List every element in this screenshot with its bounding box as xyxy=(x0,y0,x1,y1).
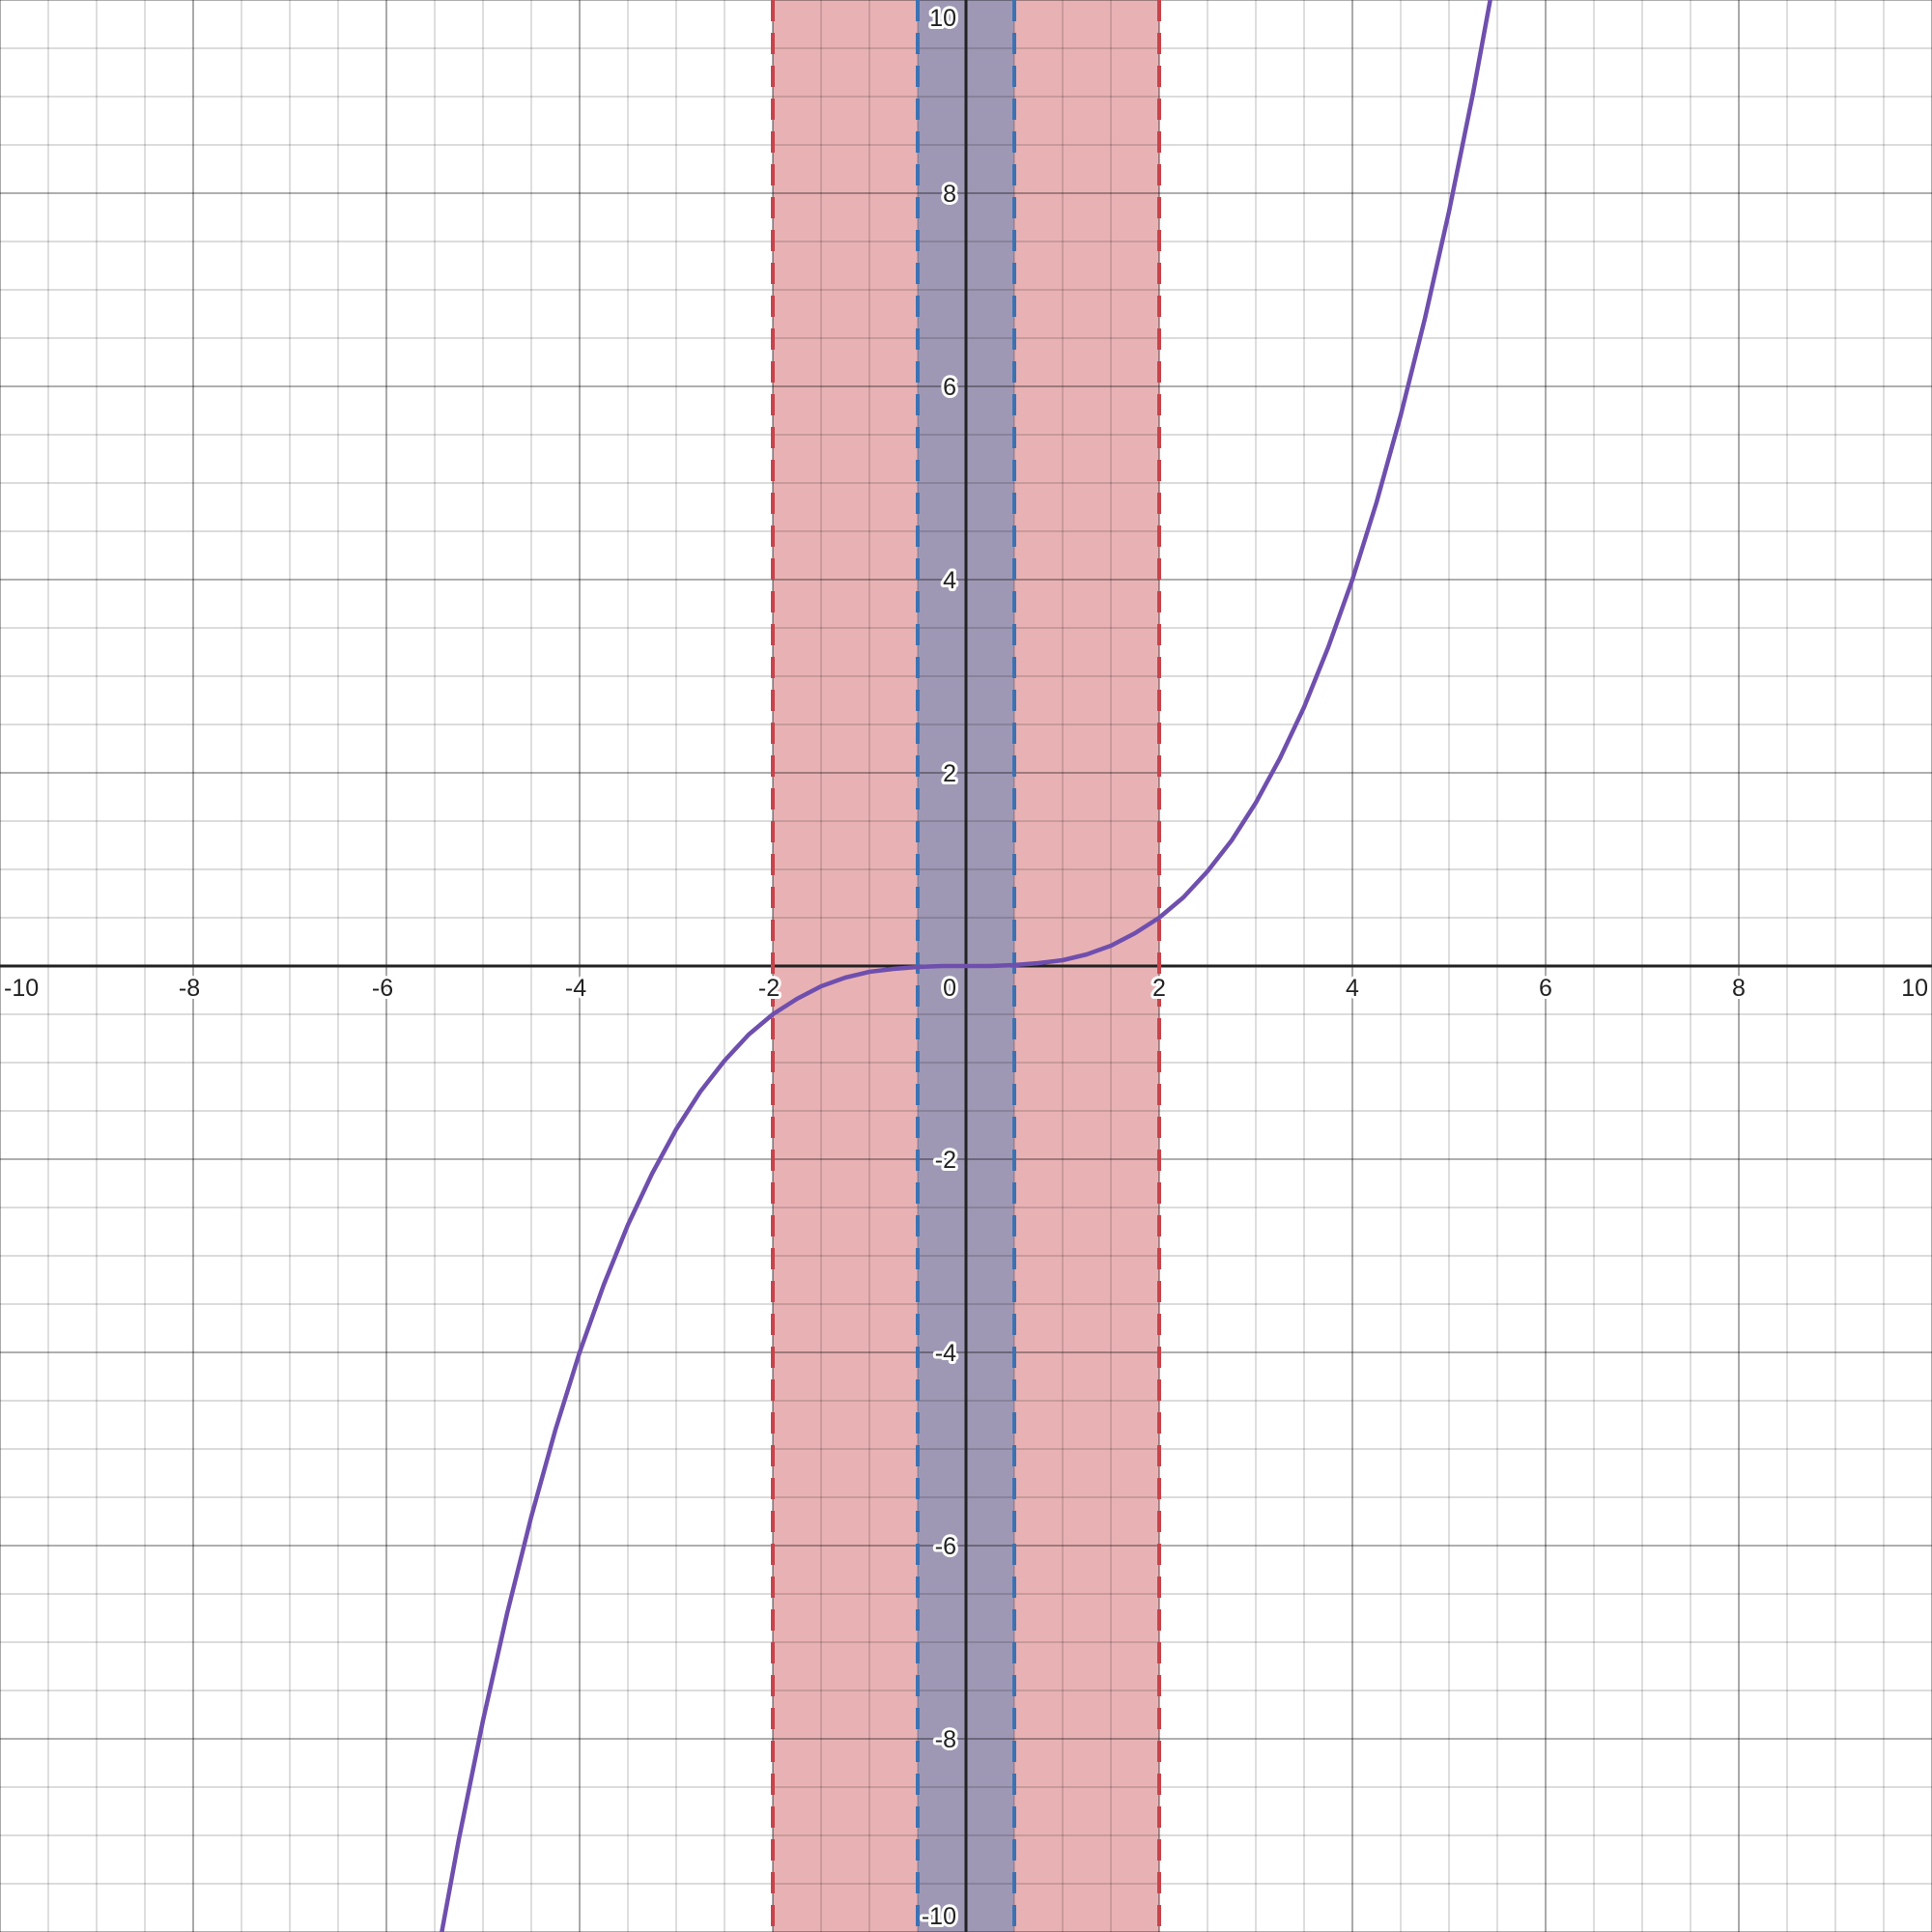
y-tick-label: -8 xyxy=(935,1726,956,1753)
x-tick-label: 2 xyxy=(1152,975,1166,1002)
x-tick-label: 6 xyxy=(1539,975,1552,1002)
series-curve-0 xyxy=(440,0,1492,1932)
y-tick-label: 4 xyxy=(943,567,956,594)
x-tick-label: -10 xyxy=(4,975,39,1002)
origin-label: 0 xyxy=(943,975,956,1002)
y-tick-label: -4 xyxy=(935,1340,956,1367)
x-tick-label: -4 xyxy=(565,975,586,1002)
x-tick-label: -8 xyxy=(179,975,200,1002)
x-tick-label: -6 xyxy=(372,975,393,1002)
y-tick-label: 10 xyxy=(929,5,956,32)
y-tick-label: 8 xyxy=(943,181,956,208)
x-tick-label: 4 xyxy=(1346,975,1359,1002)
x-tick-label: 10 xyxy=(1901,975,1928,1002)
x-tick-label: -2 xyxy=(758,975,780,1002)
y-tick-label: -10 xyxy=(922,1903,956,1930)
y-tick-label: 2 xyxy=(943,760,956,787)
y-tick-label: -6 xyxy=(935,1533,956,1560)
y-tick-label: 6 xyxy=(943,374,956,401)
x-tick-label: 8 xyxy=(1732,975,1746,1002)
y-tick-label: -2 xyxy=(935,1147,956,1174)
curves xyxy=(440,0,1492,1932)
